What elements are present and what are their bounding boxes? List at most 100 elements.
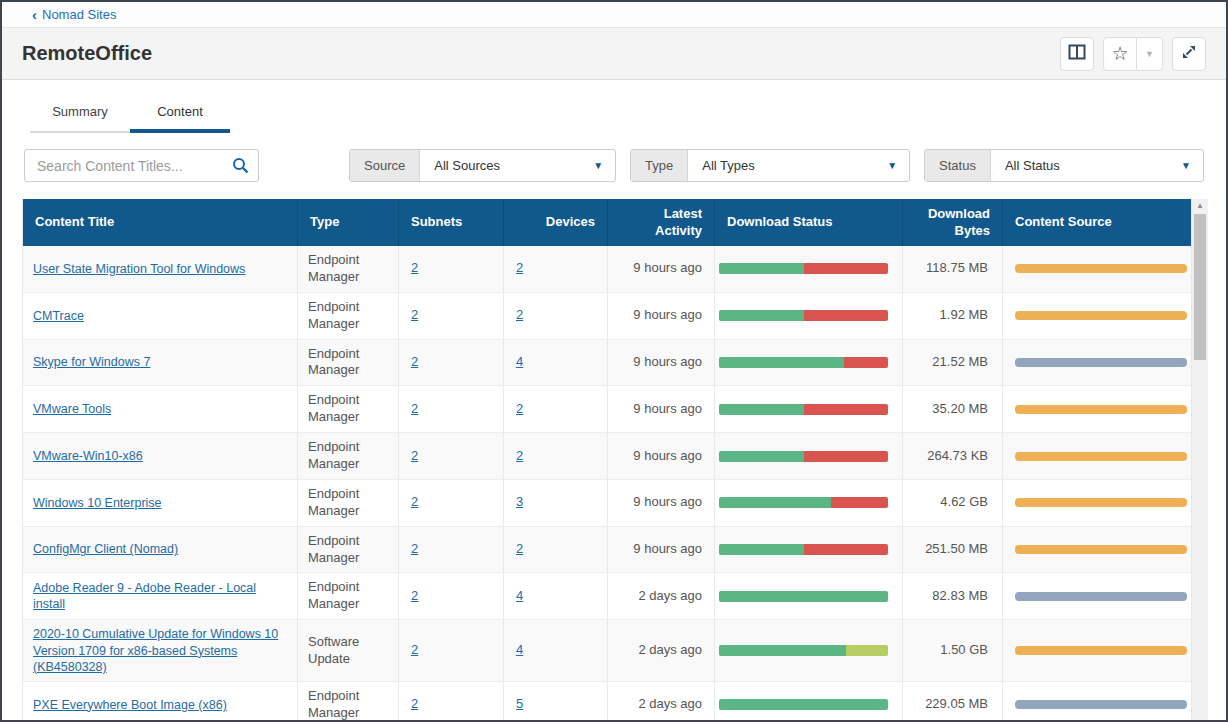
type-cell: Endpoint Manager <box>298 527 399 573</box>
subnets-link[interactable]: 2 <box>411 588 418 605</box>
devices-link[interactable]: 2 <box>516 307 523 324</box>
table-row: User State Migration Tool for Windows End… <box>23 246 1191 293</box>
subnets-link[interactable]: 2 <box>411 494 418 511</box>
content-source-bar <box>1015 545 1187 554</box>
type-filter-label: Type <box>631 150 688 181</box>
content-title-link[interactable]: Adobe Reader 9 - Adobe Reader - Local in… <box>33 580 287 613</box>
column-header-download-status[interactable]: Download Status <box>715 199 903 246</box>
table-row: PXE Everywhere Boot Image (x86) Endpoint … <box>23 682 1191 722</box>
scroll-up-icon[interactable]: ▲ <box>1196 199 1204 213</box>
subnets-link[interactable]: 2 <box>411 541 418 558</box>
type-cell: Endpoint Manager <box>298 573 399 619</box>
type-cell: Endpoint Manager <box>298 682 399 722</box>
breadcrumb-label: Nomad Sites <box>42 7 116 22</box>
scroll-down-icon[interactable]: ▼ <box>1196 716 1204 722</box>
content-title-link[interactable]: ConfigMgr Client (Nomad) <box>33 541 178 557</box>
content-title-link[interactable]: VMware Tools <box>33 401 111 417</box>
breadcrumb-bar: ‹ Nomad Sites <box>2 2 1226 28</box>
devices-link[interactable]: 2 <box>516 448 523 465</box>
download-bytes-cell: 35.20 MB <box>903 386 1003 432</box>
content-source-cell <box>1003 293 1193 339</box>
subnets-link[interactable]: 2 <box>411 260 418 277</box>
expand-button[interactable] <box>1172 37 1206 71</box>
content-title-cell: Adobe Reader 9 - Adobe Reader - Local in… <box>23 573 298 619</box>
type-cell: Endpoint Manager <box>298 246 399 292</box>
content-source-cell <box>1003 682 1193 722</box>
latest-activity-cell: 9 hours ago <box>608 386 715 432</box>
column-header-subnets[interactable]: Subnets <box>399 199 504 246</box>
download-status-segment-red <box>804 263 889 274</box>
search-icon[interactable] <box>232 157 249 178</box>
type-filter-dropdown[interactable]: Type All Types ▼ <box>630 149 910 182</box>
type-cell: Software Update <box>298 620 399 681</box>
subnets-link[interactable]: 2 <box>411 696 418 713</box>
status-filter-dropdown[interactable]: Status All Status ▼ <box>924 149 1204 182</box>
type-cell: Endpoint Manager <box>298 293 399 339</box>
content-title-link[interactable]: Windows 10 Enterprise <box>33 495 162 511</box>
caret-down-icon: ▼ <box>887 150 909 181</box>
tab-content[interactable]: Content <box>130 94 230 133</box>
columns-layout-button[interactable] <box>1060 37 1094 71</box>
download-status-bar <box>719 497 888 508</box>
devices-link[interactable]: 4 <box>516 588 523 605</box>
devices-link[interactable]: 4 <box>516 642 523 659</box>
content-title-cell: 2020-10 Cumulative Update for Windows 10… <box>23 620 298 681</box>
devices-link[interactable]: 4 <box>516 354 523 371</box>
subnets-link[interactable]: 2 <box>411 307 418 324</box>
subnets-link[interactable]: 2 <box>411 448 418 465</box>
table-scrollbar[interactable]: ▲ ▼ <box>1192 199 1208 722</box>
type-cell: Endpoint Manager <box>298 433 399 479</box>
download-status-segment-green <box>719 699 888 710</box>
favorite-menu-button[interactable]: ▼ <box>1137 37 1163 71</box>
content-source-bar <box>1015 592 1187 601</box>
caret-down-icon: ▼ <box>1145 49 1154 59</box>
content-title-link[interactable]: User State Migration Tool for Windows <box>33 261 245 277</box>
download-status-segment-green <box>719 497 831 508</box>
column-header-content-title[interactable]: Content Title <box>23 199 298 246</box>
column-header-latest-activity[interactable]: Latest Activity <box>608 199 715 246</box>
devices-link[interactable]: 3 <box>516 494 523 511</box>
column-header-devices[interactable]: Devices <box>504 199 608 246</box>
content-title-link[interactable]: PXE Everywhere Boot Image (x86) <box>33 697 227 713</box>
devices-link[interactable]: 5 <box>516 696 523 713</box>
source-filter-dropdown[interactable]: Source All Sources ▼ <box>349 149 616 182</box>
devices-cell: 4 <box>504 573 608 619</box>
download-bytes-cell: 118.75 MB <box>903 246 1003 292</box>
favorite-button[interactable]: ☆ <box>1103 37 1137 71</box>
latest-activity-cell: 2 days ago <box>608 682 715 722</box>
content-source-bar <box>1015 358 1187 367</box>
content-title-cell: PXE Everywhere Boot Image (x86) <box>23 682 298 722</box>
devices-link[interactable]: 2 <box>516 260 523 277</box>
download-status-bar <box>719 404 888 415</box>
content-title-link[interactable]: VMware-Win10-x86 <box>33 448 143 464</box>
download-status-cell <box>715 246 903 292</box>
download-status-cell <box>715 573 903 619</box>
devices-link[interactable]: 2 <box>516 541 523 558</box>
table-row: Windows 10 EnterpriseEndpoint Manager239… <box>23 480 1191 527</box>
column-header-download-bytes[interactable]: Download Bytes <box>903 199 1003 246</box>
content-title-link[interactable]: CMTrace <box>33 308 84 324</box>
content-title-link[interactable]: Skype for Windows 7 <box>33 354 150 370</box>
download-status-cell <box>715 433 903 479</box>
latest-activity-cell: 9 hours ago <box>608 293 715 339</box>
content-title-link[interactable]: 2020-10 Cumulative Update for Windows 10… <box>33 626 287 675</box>
column-header-content-source[interactable]: Content Source <box>1003 199 1193 246</box>
expand-icon <box>1181 44 1197 64</box>
devices-cell: 2 <box>504 246 608 292</box>
download-status-bar <box>719 699 888 710</box>
column-header-type[interactable]: Type <box>298 199 399 246</box>
download-status-segment-green <box>719 404 804 415</box>
subnets-link[interactable]: 2 <box>411 354 418 371</box>
star-icon: ☆ <box>1111 44 1128 63</box>
search-input[interactable] <box>24 149 259 182</box>
subnets-link[interactable]: 2 <box>411 401 418 418</box>
devices-link[interactable]: 2 <box>516 401 523 418</box>
download-status-cell <box>715 682 903 722</box>
scrollbar-thumb[interactable] <box>1194 214 1206 360</box>
content-source-cell <box>1003 433 1193 479</box>
breadcrumb-back-link[interactable]: ‹ Nomad Sites <box>32 7 116 22</box>
subnets-link[interactable]: 2 <box>411 642 418 659</box>
tab-summary[interactable]: Summary <box>30 94 130 133</box>
source-filter-label: Source <box>350 150 420 181</box>
download-status-segment-red <box>804 310 889 321</box>
